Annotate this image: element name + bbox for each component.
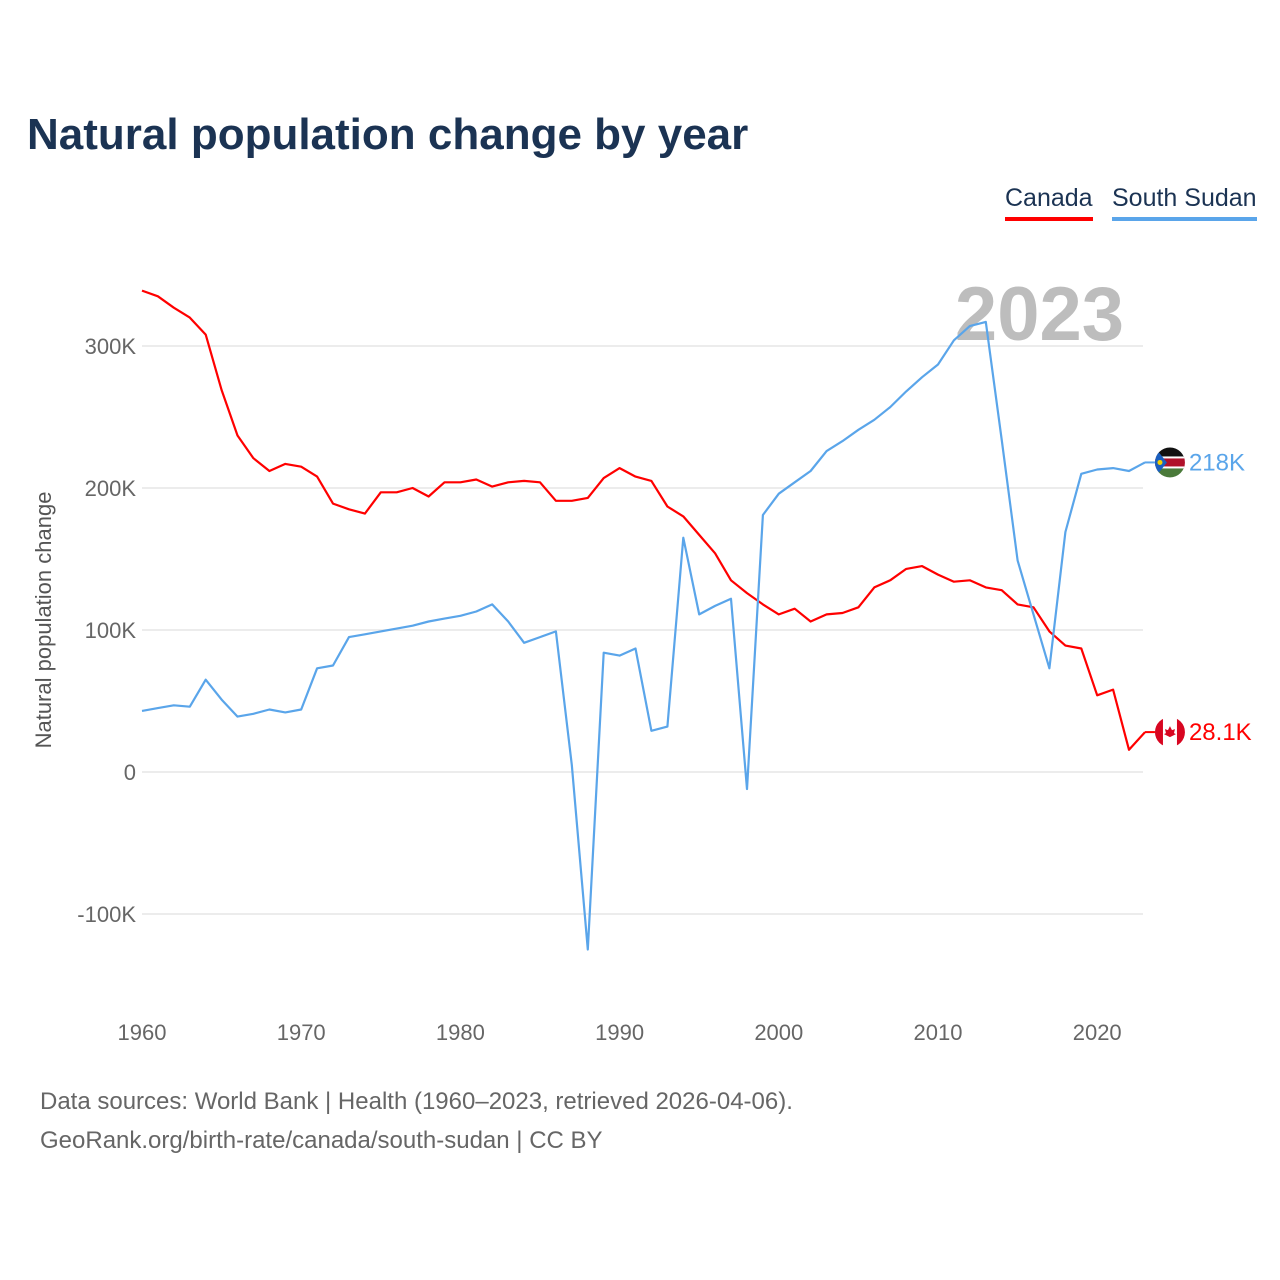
south-sudan-flag-icon [1154, 447, 1185, 478]
y-tick-label: 100K [85, 618, 137, 643]
legend-canada[interactable]: Canada [1005, 184, 1093, 221]
x-tick-label: 1990 [595, 1020, 644, 1045]
end-value-label: 218K [1189, 449, 1245, 476]
y-tick-label: -100K [77, 902, 136, 927]
x-tick-label: 1960 [118, 1020, 167, 1045]
y-axis-label: Natural population change [31, 492, 56, 749]
end-value-label: 28.1K [1189, 719, 1252, 746]
x-tick-label: 2010 [914, 1020, 963, 1045]
footer-credit: GeoRank.org/birth-rate/canada/south-suda… [40, 1127, 603, 1154]
legend-south-sudan[interactable]: South Sudan [1112, 184, 1257, 221]
series-line-south-sudan [141, 320, 1146, 951]
y-tick-label: 0 [124, 760, 136, 785]
y-tick-label: 200K [85, 476, 137, 501]
x-tick-label: 1970 [277, 1020, 326, 1045]
x-tick-label: 2000 [754, 1020, 803, 1045]
year-watermark: 2023 [955, 272, 1124, 357]
footer-sources: Data sources: World Bank | Health (1960–… [40, 1088, 793, 1115]
x-tick-label: 2020 [1073, 1020, 1122, 1045]
series-line-canada [141, 289, 1146, 751]
canada-flag-icon [1154, 717, 1185, 748]
x-tick-label: 1980 [436, 1020, 485, 1045]
y-tick-label: 300K [85, 334, 137, 359]
chart-title: Natural population change by year [27, 110, 749, 159]
